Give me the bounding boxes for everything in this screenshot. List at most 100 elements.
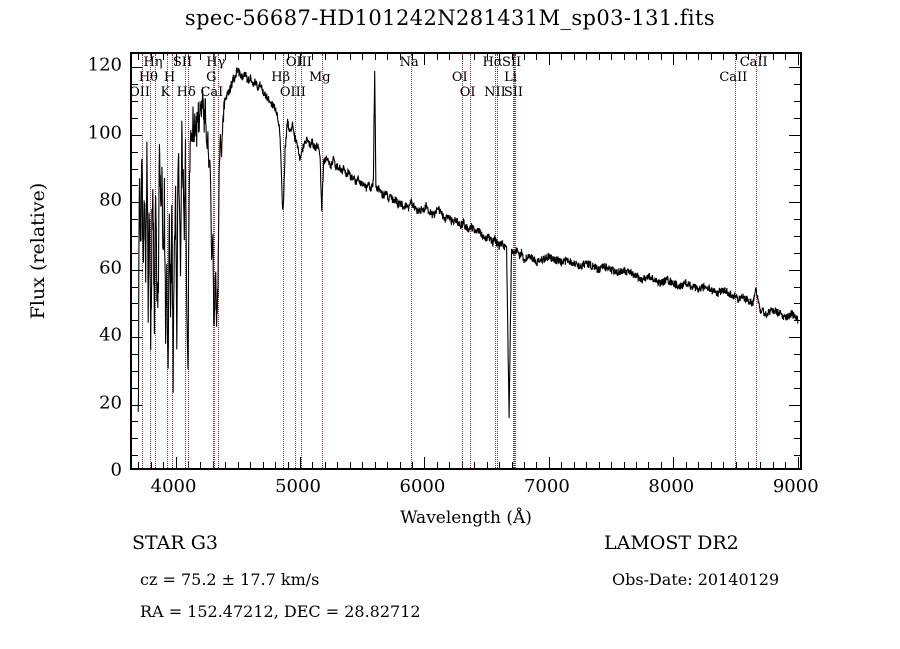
tick <box>511 54 513 60</box>
tick <box>586 462 588 468</box>
tick <box>324 54 326 60</box>
tick <box>623 54 625 60</box>
tick <box>573 462 575 468</box>
tick <box>548 54 550 65</box>
tick <box>573 54 575 60</box>
line-label: CaII <box>719 70 748 85</box>
tick <box>511 462 513 468</box>
x-tick-label: 8000 <box>648 476 695 497</box>
tick <box>132 252 138 254</box>
tick <box>794 101 800 103</box>
spectrum-trace <box>132 54 804 472</box>
tick <box>598 54 600 60</box>
tick <box>660 54 662 60</box>
line-label: SII <box>501 55 522 70</box>
line-marker <box>461 54 463 468</box>
line-marker <box>282 54 284 468</box>
tick <box>132 354 138 356</box>
y-tick-label: 0 <box>110 459 122 481</box>
tick <box>548 457 550 468</box>
tick <box>424 54 426 65</box>
tick <box>132 84 138 86</box>
tick <box>794 286 800 288</box>
tick <box>362 462 364 468</box>
tick <box>794 252 800 254</box>
tick <box>399 54 401 60</box>
tick <box>349 462 351 468</box>
tick <box>789 269 800 271</box>
tick <box>794 118 800 120</box>
x-tick-label: 9000 <box>772 476 819 497</box>
tick <box>474 54 476 60</box>
line-marker <box>150 54 152 468</box>
x-tick-label: 4000 <box>150 476 197 497</box>
tick <box>789 337 800 339</box>
tick <box>794 185 800 187</box>
x-tick-label: 5000 <box>275 476 321 497</box>
tick <box>636 462 637 468</box>
tick <box>785 462 787 468</box>
tick <box>200 462 202 468</box>
line-label: Hα <box>482 55 503 70</box>
tick <box>324 462 326 468</box>
tick <box>710 54 712 60</box>
tick <box>685 54 687 60</box>
tick <box>163 54 165 60</box>
tick <box>748 462 749 468</box>
tick <box>436 54 438 60</box>
tick <box>524 462 525 468</box>
tick <box>132 101 138 103</box>
tick <box>275 54 277 60</box>
line-label: Hδ <box>176 85 196 100</box>
line-label: Hγ <box>206 55 226 70</box>
line-label: Mg <box>308 70 331 85</box>
line-marker <box>755 54 757 468</box>
line-label: Na <box>399 55 419 70</box>
tick <box>132 67 143 69</box>
line-marker <box>496 54 498 468</box>
tick <box>200 54 202 60</box>
y-tick-label: 40 <box>99 324 122 346</box>
tick <box>794 151 800 153</box>
tick <box>474 462 476 468</box>
object-class: STAR G3 <box>132 532 218 554</box>
line-label: Li <box>504 70 517 85</box>
tick <box>623 462 625 468</box>
tick <box>287 54 289 60</box>
line-marker <box>213 54 215 468</box>
line-label: OIII <box>285 55 312 70</box>
tick <box>132 219 138 221</box>
tick <box>237 54 239 60</box>
tick <box>132 168 138 170</box>
page-title: spec-56687-HD101242N281431M_sp03-131.fit… <box>184 6 716 30</box>
tick <box>794 320 800 322</box>
line-label: NII <box>484 85 506 100</box>
tick <box>436 462 438 468</box>
tick <box>132 303 138 305</box>
y-tick-label: 20 <box>99 392 122 414</box>
tick <box>794 421 800 423</box>
tick <box>132 269 143 271</box>
line-label: Hη <box>143 55 163 70</box>
tick <box>673 457 675 468</box>
line-label: Hβ <box>271 70 291 85</box>
tick <box>163 462 165 468</box>
tick <box>794 455 800 457</box>
tick <box>132 421 138 423</box>
tick <box>132 387 138 389</box>
line-label: OII <box>129 85 151 100</box>
tick <box>374 462 376 468</box>
line-label: CaI <box>200 85 224 100</box>
tick <box>794 219 800 221</box>
coordinates: RA = 152.47212, DEC = 28.82712 <box>140 602 421 621</box>
tick <box>586 54 588 60</box>
tick <box>536 462 538 468</box>
line-marker <box>411 54 413 468</box>
tick <box>794 354 800 356</box>
line-marker <box>494 54 496 468</box>
tick <box>387 54 389 60</box>
tick <box>789 202 800 204</box>
tick <box>312 54 314 60</box>
line-marker <box>141 54 143 468</box>
line-label: H <box>163 70 176 85</box>
